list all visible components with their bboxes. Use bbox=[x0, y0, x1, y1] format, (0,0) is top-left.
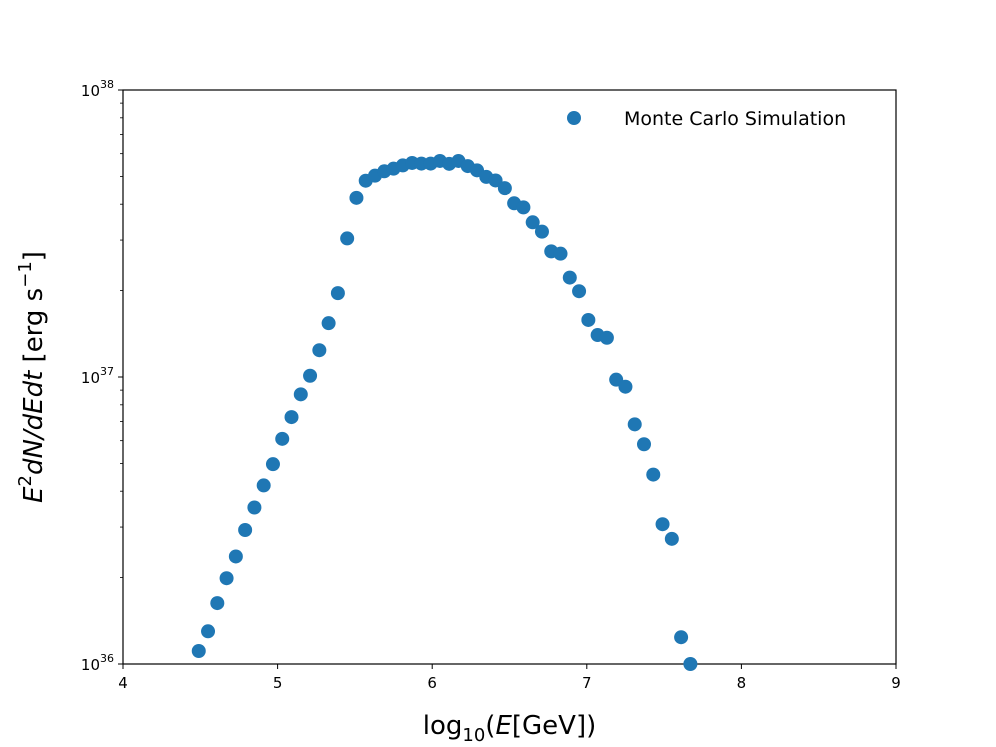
data-point bbox=[228, 549, 243, 564]
x-tick-label: 4 bbox=[118, 674, 128, 692]
data-point bbox=[516, 200, 531, 215]
data-point bbox=[330, 286, 345, 301]
data-point bbox=[581, 312, 596, 327]
data-point bbox=[497, 181, 512, 196]
data-point bbox=[646, 467, 661, 482]
data-point bbox=[534, 224, 549, 239]
data-point bbox=[618, 379, 633, 394]
x-tick-label: 9 bbox=[891, 674, 901, 692]
x-axis: 4 5 6 7 8 9 bbox=[118, 664, 901, 692]
data-point bbox=[553, 246, 568, 261]
data-point bbox=[293, 387, 308, 402]
data-points bbox=[191, 153, 698, 671]
data-point bbox=[488, 173, 503, 188]
y-axis: 1036 1037 1038 bbox=[81, 78, 123, 674]
data-point bbox=[210, 596, 225, 611]
legend-marker bbox=[567, 111, 581, 125]
data-point bbox=[275, 431, 290, 446]
data-point bbox=[321, 316, 336, 331]
plot-area-frame bbox=[122, 89, 897, 665]
data-point bbox=[191, 643, 206, 658]
y-axis-label: E2dN/dEdt [erg s−1] bbox=[15, 251, 49, 503]
legend-entry-label: Monte Carlo Simulation bbox=[624, 108, 846, 130]
data-point bbox=[303, 368, 318, 383]
x-axis-label: log10(E[GeV]) bbox=[423, 711, 597, 746]
data-point bbox=[655, 517, 670, 532]
data-point bbox=[627, 417, 642, 432]
x-tick-label: 6 bbox=[427, 674, 437, 692]
data-point bbox=[265, 457, 280, 472]
data-point bbox=[599, 330, 614, 345]
data-point bbox=[525, 215, 540, 230]
data-point bbox=[247, 500, 262, 515]
x-tick-label: 5 bbox=[273, 674, 283, 692]
data-point bbox=[256, 478, 271, 493]
y-tick-label: 1038 bbox=[81, 78, 114, 100]
data-point bbox=[284, 410, 299, 425]
data-point bbox=[664, 531, 679, 546]
data-point bbox=[637, 437, 652, 452]
data-point bbox=[312, 343, 327, 358]
data-point bbox=[201, 624, 216, 639]
data-point bbox=[683, 657, 698, 671]
data-point bbox=[238, 523, 253, 538]
data-point bbox=[572, 284, 587, 299]
y-tick-label: 1036 bbox=[81, 652, 114, 674]
x-tick-label: 8 bbox=[737, 674, 747, 692]
legend: Monte Carlo Simulation bbox=[567, 108, 846, 130]
data-point bbox=[219, 571, 234, 586]
x-tick-label: 7 bbox=[582, 674, 592, 692]
data-point bbox=[562, 270, 577, 285]
y-tick-label: 1037 bbox=[81, 365, 114, 387]
data-point bbox=[340, 231, 355, 246]
data-point bbox=[674, 630, 689, 645]
data-point bbox=[349, 190, 364, 205]
